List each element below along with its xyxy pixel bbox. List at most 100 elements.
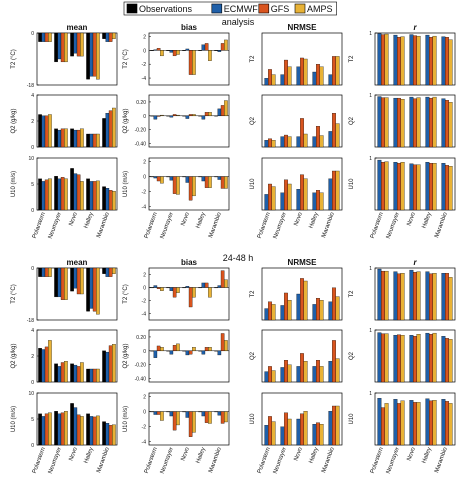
bar-amps-halley	[96, 369, 99, 382]
bar-observations-neumayer	[54, 33, 57, 62]
bar-observations-marambio	[102, 351, 105, 382]
bar-amps-novo	[417, 165, 421, 210]
bar-amps-novo	[417, 98, 421, 147]
bar-gfs-polarstern	[45, 33, 48, 42]
y-tick-label: 0	[31, 208, 34, 214]
bar-gfs-novo	[300, 414, 304, 445]
bar-gfs-neumayer	[173, 345, 176, 351]
y-tick-label: 2	[143, 395, 146, 401]
bar-gfs-halley	[429, 334, 433, 382]
bar-amps-neumayer	[176, 288, 179, 293]
bar-ecmwf-marambio	[106, 113, 109, 147]
bar-amps-marambio	[336, 56, 340, 85]
bar-amps-polarstern	[48, 413, 51, 445]
bar-gfs-halley	[205, 112, 208, 115]
bar-gfs-novo	[300, 118, 304, 147]
bar-ecmwf-polarstern	[154, 50, 157, 51]
y-axis-label: Q2	[349, 351, 355, 360]
panel-2448h-r-q2: 1Q2	[349, 328, 455, 382]
bar-ecmwf-neumayer	[394, 335, 398, 382]
bar-ecmwf-halley	[426, 162, 430, 210]
bar-gfs-marambio	[332, 171, 336, 210]
bar-amps-polarstern	[48, 115, 51, 148]
x-tick-label-polarstern: Polarstern	[257, 447, 272, 475]
bar-gfs-marambio	[109, 111, 112, 147]
bar-gfs-neumayer	[173, 50, 176, 56]
bar-ecmwf-novo	[410, 97, 414, 147]
bar-ecmwf-polarstern	[265, 140, 269, 147]
x-tick-label-novo: Novo	[180, 211, 191, 227]
bar-amps-halley	[208, 347, 211, 350]
y-tick-label: 5	[31, 417, 34, 423]
bar-gfs-halley	[205, 412, 208, 423]
panel-frame	[149, 95, 229, 147]
bar-gfs-polarstern	[381, 35, 385, 85]
bar-gfs-halley	[93, 268, 96, 311]
bar-amps-polarstern	[385, 162, 389, 210]
bar-ecmwf-marambio	[329, 179, 333, 210]
bar-amps-novo	[192, 50, 195, 74]
bar-amps-halley	[320, 424, 324, 445]
bar-amps-marambio	[112, 191, 115, 210]
bar-gfs-marambio	[221, 177, 224, 189]
bar-gfs-novo	[189, 114, 192, 115]
bar-gfs-polarstern	[45, 347, 48, 382]
bar-gfs-neumayer	[284, 60, 288, 85]
bar-observations-halley	[86, 179, 89, 210]
y-tick-label: 0.20	[136, 335, 146, 341]
y-tick-label: 10	[28, 156, 34, 162]
column-title-mean: mean	[67, 258, 88, 267]
bar-gfs-marambio	[109, 425, 112, 445]
y-tick-label: 0	[31, 266, 34, 272]
bar-observations-neumayer	[54, 411, 57, 445]
bar-gfs-novo	[189, 177, 192, 201]
panel-2448h-nrmse-q2: Q2	[250, 330, 342, 382]
bar-ecmwf-halley	[202, 177, 205, 181]
bar-gfs-halley	[93, 33, 96, 76]
bar-ecmwf-polarstern	[42, 350, 45, 383]
bar-ecmwf-neumayer	[170, 288, 173, 291]
bar-gfs-neumayer	[173, 114, 176, 115]
bar-observations-novo	[70, 364, 73, 382]
bar-ecmwf-neumayer	[394, 272, 398, 320]
y-tick-label: 0	[143, 410, 146, 416]
bar-observations-neumayer	[54, 129, 57, 147]
bar-amps-neumayer	[401, 401, 405, 445]
bar-amps-marambio	[224, 280, 227, 288]
bar-ecmwf-novo	[410, 270, 414, 320]
bar-observations-novo	[70, 268, 73, 291]
x-tick-label-neumayer: Neumayer	[273, 447, 288, 475]
bar-amps-neumayer	[176, 344, 179, 351]
bar-ecmwf-polarstern	[378, 160, 382, 210]
bar-gfs-polarstern	[381, 271, 385, 320]
bar-ecmwf-polarstern	[265, 425, 269, 445]
bar-ecmwf-novo	[297, 67, 301, 85]
bar-observations-polarstern	[38, 115, 41, 148]
bar-gfs-neumayer	[397, 163, 401, 210]
y-axis-label: U10	[250, 413, 256, 425]
bar-amps-halley	[208, 112, 211, 115]
bar-ecmwf-novo	[186, 116, 189, 119]
bar-gfs-marambio	[332, 406, 336, 445]
bar-ecmwf-polarstern	[154, 351, 157, 358]
bar-observations-polarstern	[38, 268, 41, 277]
bar-ecmwf-neumayer	[394, 98, 398, 147]
bar-amps-polarstern	[160, 50, 163, 56]
bar-gfs-neumayer	[284, 360, 288, 382]
bar-gfs-novo	[189, 288, 192, 308]
y-axis-label: U10	[250, 178, 256, 190]
bar-ecmwf-novo	[186, 351, 189, 355]
bar-observations-novo	[70, 129, 73, 147]
bar-amps-neumayer	[288, 300, 292, 320]
bar-ecmwf-novo	[186, 412, 189, 418]
y-tick-label: 1	[369, 266, 372, 272]
bar-ecmwf-halley	[313, 137, 317, 147]
bar-ecmwf-neumayer	[58, 33, 61, 59]
bar-amps-polarstern	[160, 115, 163, 116]
y-axis-label: Q2	[349, 116, 355, 125]
bar-ecmwf-marambio	[106, 33, 109, 42]
bar-amps-polarstern	[160, 288, 163, 291]
bar-gfs-neumayer	[284, 135, 288, 147]
y-tick-label: -0.20	[135, 363, 147, 369]
